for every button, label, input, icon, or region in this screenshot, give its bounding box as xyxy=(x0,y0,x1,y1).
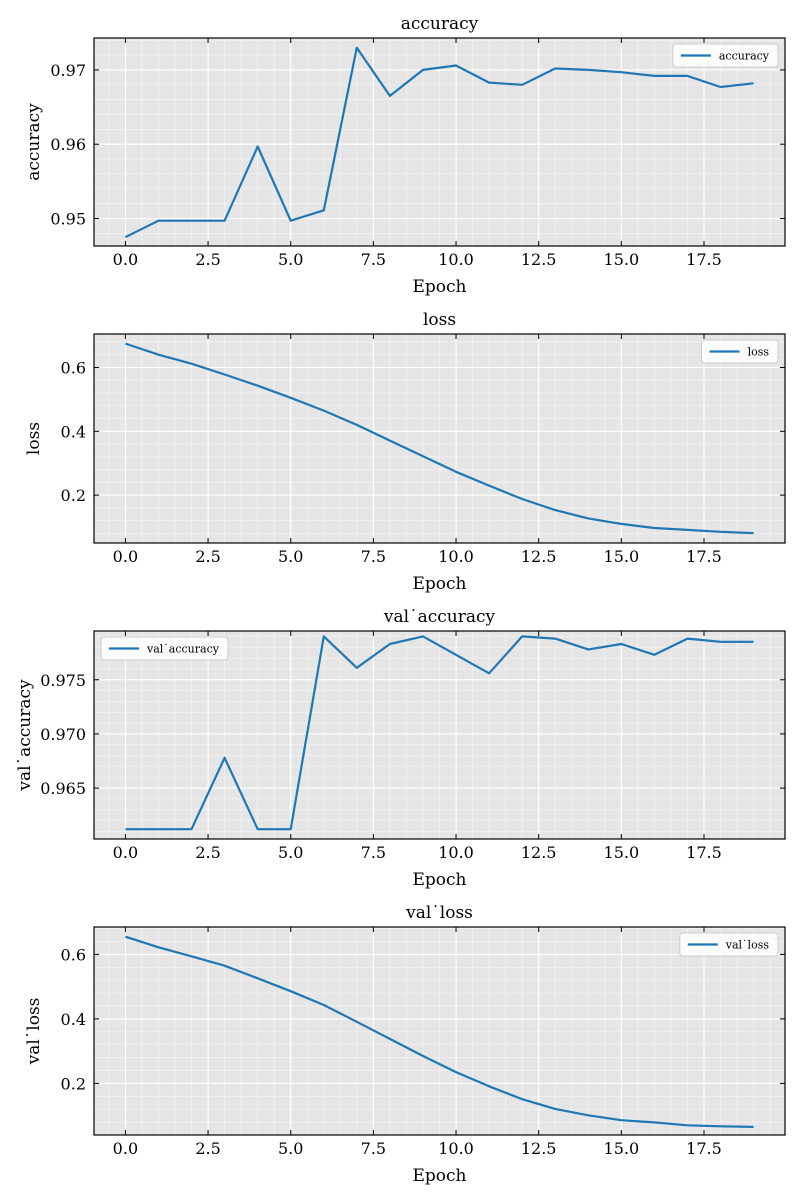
x-axis-label: Epoch xyxy=(413,277,467,297)
legend-label: val˙loss xyxy=(725,939,770,952)
series-line-val˙accuracy xyxy=(125,635,754,831)
x-tick-label: 2.5 xyxy=(195,547,220,566)
legend-box xyxy=(100,636,229,661)
y-tick-label: 0.4 xyxy=(61,1010,86,1029)
x-tick-label: 2.5 xyxy=(195,843,220,862)
x-tick-label: 17.5 xyxy=(686,250,722,269)
y-tick-label: 0.4 xyxy=(61,422,86,441)
y-axis-label: accuracy xyxy=(24,103,44,181)
tick-marks xyxy=(94,38,785,246)
x-tick-label: 5.0 xyxy=(278,250,303,269)
tick-marks xyxy=(94,334,785,543)
x-tick-label: 0.0 xyxy=(113,1139,138,1158)
series-line-val˙loss xyxy=(125,935,754,1128)
y-tick-label: 0.97 xyxy=(50,61,86,80)
x-tick-label: 17.5 xyxy=(686,1139,722,1158)
y-axis-label: val˙accuracy xyxy=(15,679,35,792)
x-tick-label: 7.5 xyxy=(361,843,386,862)
chart-panel-2: 0.0 2.5 5.0 7.5 10.0 12.5 15.0 17.5 0.2 0.4 0.6 los… xyxy=(24,310,786,594)
y-tick-label: 0.970 xyxy=(40,725,86,744)
x-axis-label: Epoch xyxy=(413,574,467,594)
x-tick-label: 15.0 xyxy=(604,843,640,862)
x-tick-label: 5.0 xyxy=(278,547,303,566)
y-axis-label: loss xyxy=(24,422,44,455)
x-tick-label: 17.5 xyxy=(686,843,722,862)
x-tick-label: 10.0 xyxy=(438,1139,474,1158)
series-line-loss xyxy=(125,342,754,535)
axes-frame xyxy=(93,37,786,247)
chart-title: val˙loss xyxy=(405,903,473,923)
y-tick-label: 0.96 xyxy=(50,135,86,154)
legend: loss xyxy=(701,339,779,364)
y-tick-label: 0.975 xyxy=(40,671,86,690)
x-tick-label: 12.5 xyxy=(521,250,557,269)
chart-title: accuracy xyxy=(401,14,479,34)
x-tick-label: 10.0 xyxy=(438,547,474,566)
x-tick-label: 7.5 xyxy=(361,1139,386,1158)
chart-title: loss xyxy=(423,310,456,330)
axes-frame xyxy=(93,630,786,840)
x-tick-label: 15.0 xyxy=(604,250,640,269)
legend-box xyxy=(672,43,779,68)
axes-frame xyxy=(93,926,786,1136)
x-axis-label: Epoch xyxy=(413,870,467,890)
major-grid xyxy=(94,631,785,839)
tick-marks xyxy=(94,927,785,1135)
chart-panel-3: 0.0 2.5 5.0 7.5 10.0 12.5 15.0 17.5 0.965 0.970 0.… xyxy=(15,607,786,890)
x-tick-label: 0.0 xyxy=(113,547,138,566)
chart-panel-4: 0.0 2.5 5.0 7.5 10.0 12.5 15.0 17.5 0.2 0.4 0.6 val… xyxy=(24,903,786,1186)
legend-label: accuracy xyxy=(719,50,770,63)
legend-label: val˙accuracy xyxy=(146,643,220,656)
y-tick-label: 0.965 xyxy=(40,779,86,798)
x-tick-label: 0.0 xyxy=(113,843,138,862)
chart-panel-1: 0.0 2.5 5.0 7.5 10.0 12.5 15.0 17.5 0.95 0.96 0.97… xyxy=(24,14,786,297)
y-tick-label: 0.6 xyxy=(61,359,86,378)
legend: val˙accuracy xyxy=(100,636,229,661)
x-tick-label: 0.0 xyxy=(113,250,138,269)
series-line-accuracy xyxy=(124,46,754,239)
legend: accuracy xyxy=(672,43,779,68)
x-tick-label: 15.0 xyxy=(604,1139,640,1158)
chart-title: val˙accuracy xyxy=(383,607,496,627)
x-tick-label: 12.5 xyxy=(521,843,557,862)
x-tick-label: 5.0 xyxy=(278,843,303,862)
major-grid xyxy=(94,334,785,543)
minor-grid xyxy=(94,334,785,543)
minor-grid xyxy=(94,631,785,839)
x-tick-label: 2.5 xyxy=(195,250,220,269)
x-tick-label: 7.5 xyxy=(361,250,386,269)
axes-frame xyxy=(93,333,786,544)
tick-marks xyxy=(94,631,785,839)
x-tick-label: 17.5 xyxy=(686,547,722,566)
legend-box xyxy=(679,932,779,957)
x-tick-label: 12.5 xyxy=(521,547,557,566)
y-tick-label: 0.95 xyxy=(50,210,86,229)
y-tick-label: 0.2 xyxy=(61,486,86,505)
y-tick-label: 0.2 xyxy=(61,1074,86,1093)
x-tick-label: 5.0 xyxy=(278,1139,303,1158)
legend-box xyxy=(701,339,779,364)
y-tick-label: 0.6 xyxy=(61,945,86,964)
x-tick-label: 15.0 xyxy=(604,547,640,566)
x-axis-label: Epoch xyxy=(413,1166,467,1186)
x-tick-label: 10.0 xyxy=(438,843,474,862)
x-tick-label: 12.5 xyxy=(521,1139,557,1158)
x-tick-label: 10.0 xyxy=(438,250,474,269)
x-tick-label: 2.5 xyxy=(195,1139,220,1158)
y-axis-label: val˙loss xyxy=(24,998,44,1066)
x-tick-label: 7.5 xyxy=(361,547,386,566)
legend: val˙loss xyxy=(679,932,779,957)
legend-label: loss xyxy=(748,346,770,359)
